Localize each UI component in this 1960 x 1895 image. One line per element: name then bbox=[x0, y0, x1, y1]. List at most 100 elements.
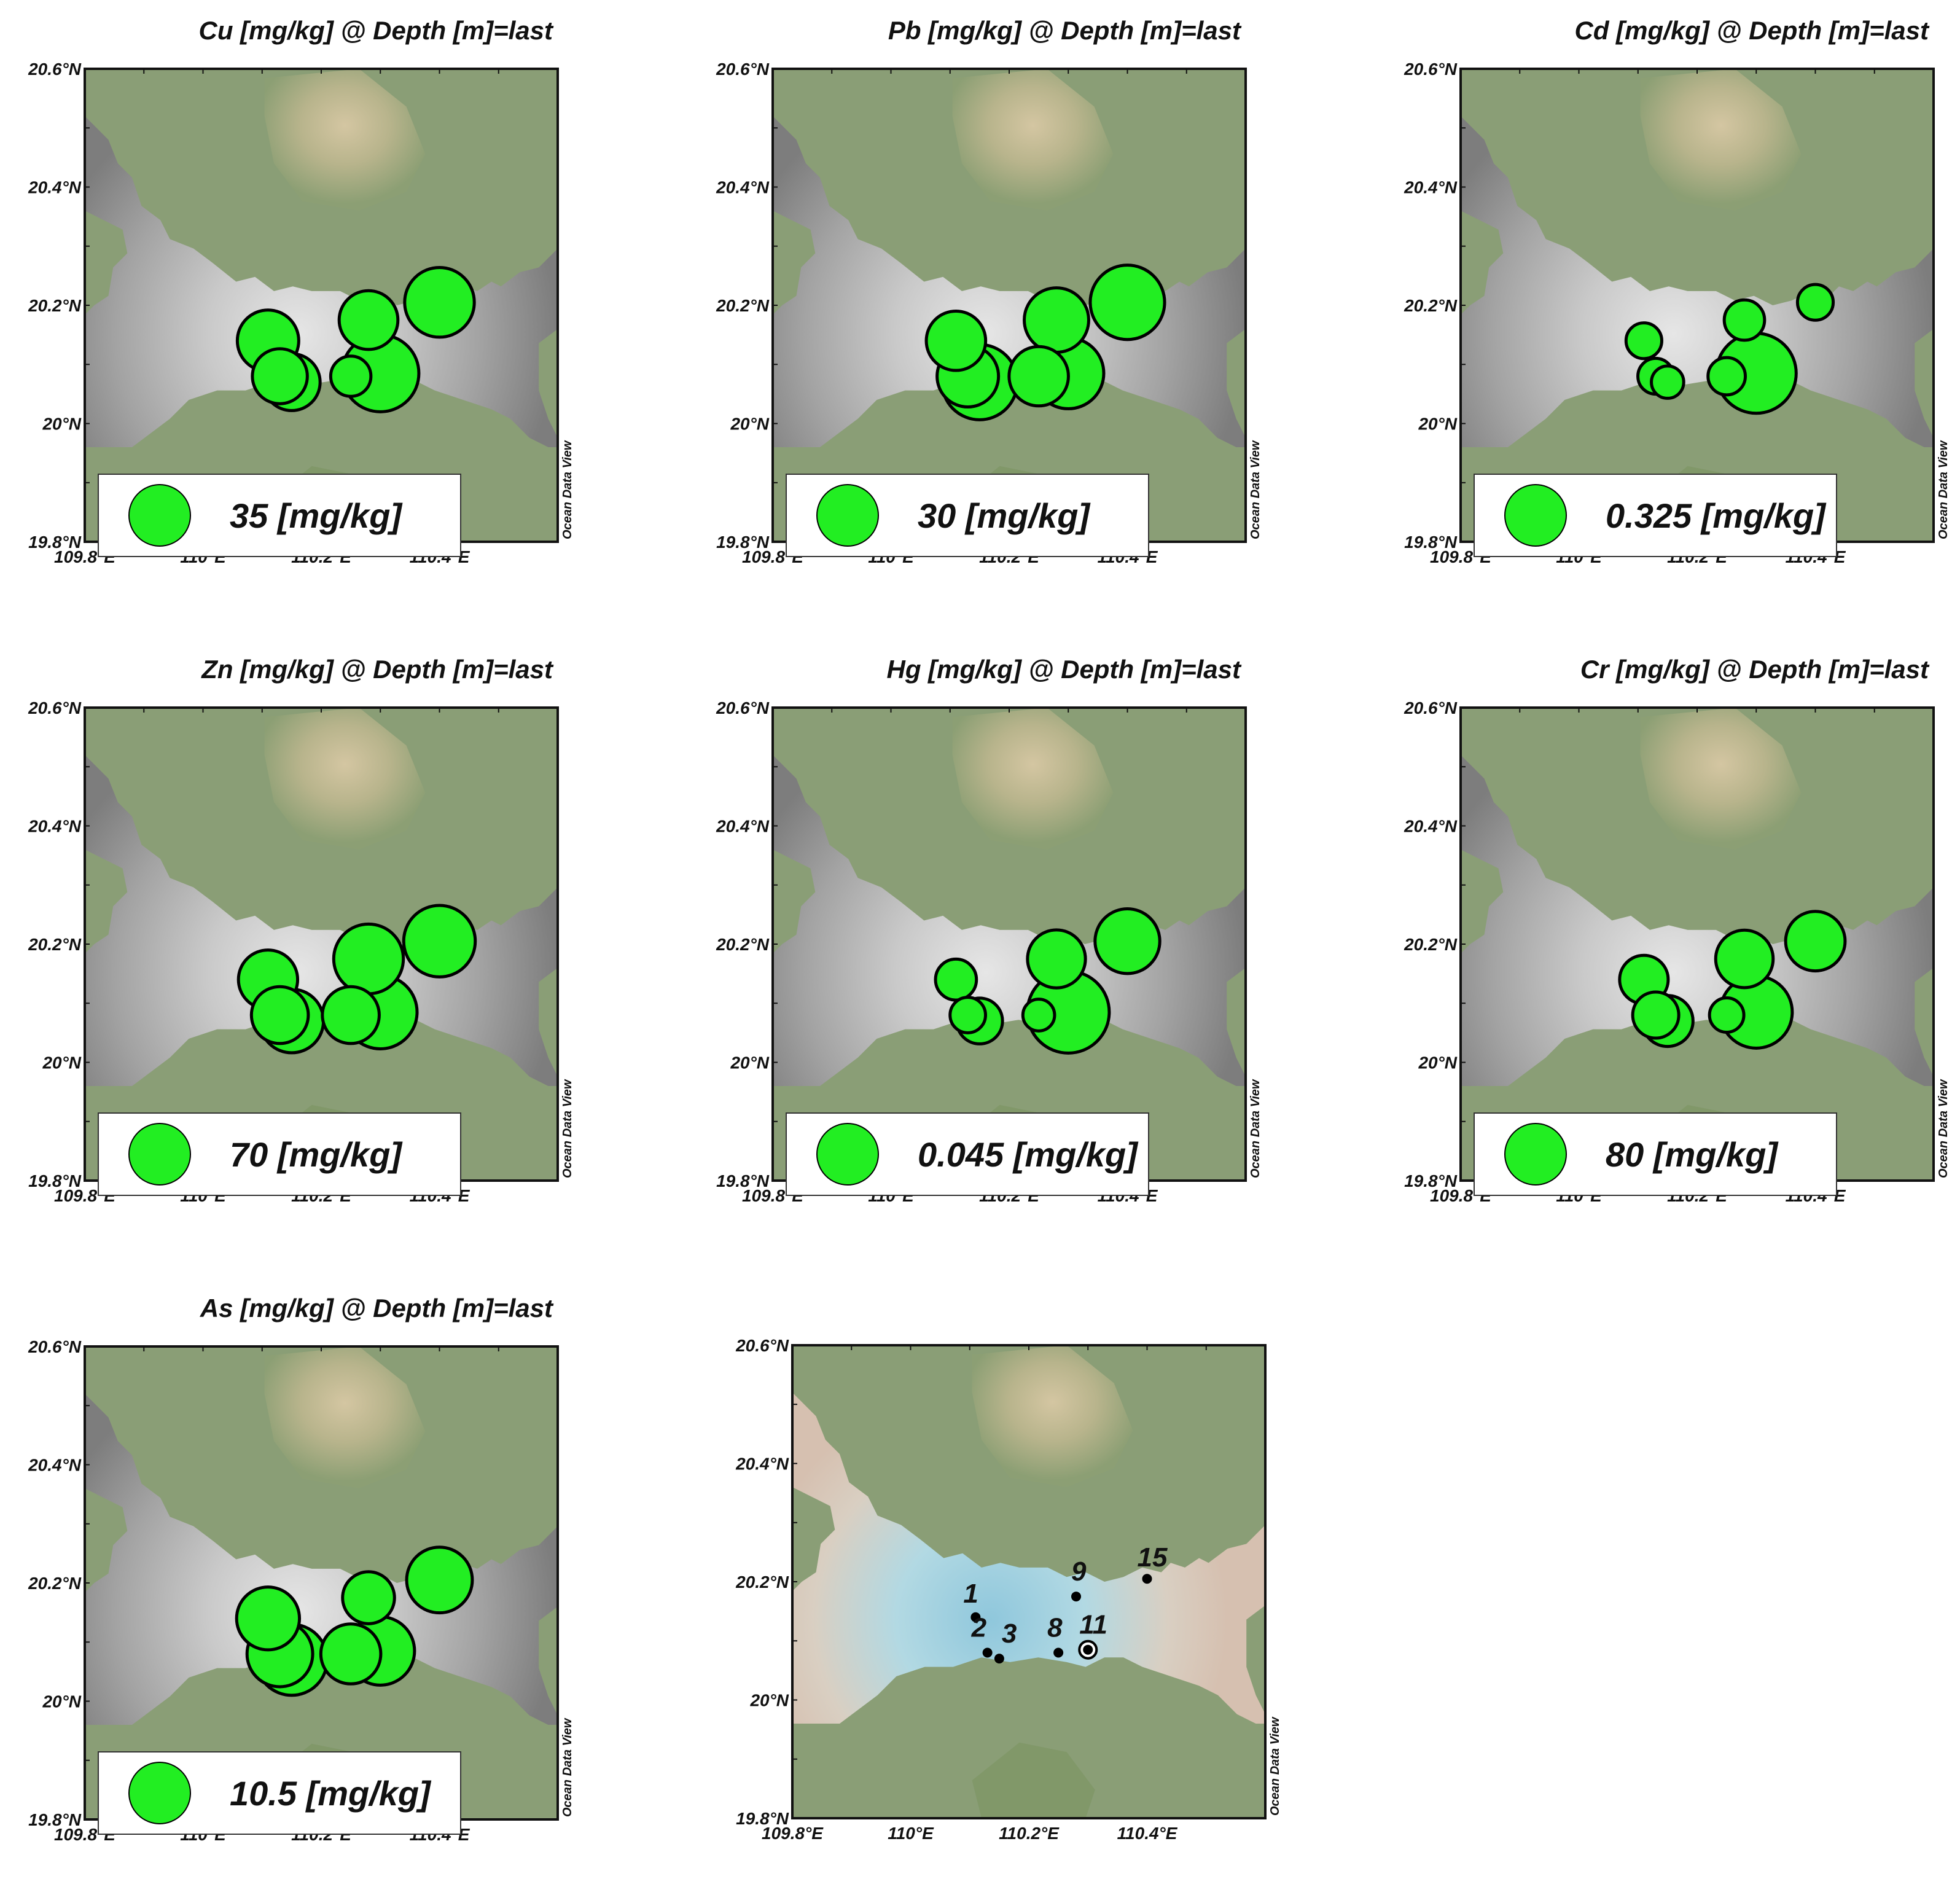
legend-bubble bbox=[1504, 484, 1567, 547]
station-label: 15 bbox=[1138, 1542, 1168, 1573]
station-bubble bbox=[1026, 928, 1087, 990]
station-label: 8 bbox=[1047, 1613, 1063, 1643]
station-bubble bbox=[402, 904, 477, 979]
panel-title: As [mg/kg] @ Depth [m]=last bbox=[200, 1294, 554, 1323]
y-tick-label: 19.8°N bbox=[736, 1809, 789, 1828]
station-bubble bbox=[235, 1585, 302, 1652]
ocean-data-view-watermark: Ocean Data View bbox=[561, 440, 574, 539]
y-tick-label: 20.4°N bbox=[716, 178, 770, 197]
y-tick-label: 20.6°N bbox=[28, 1337, 82, 1356]
ocean-data-view-watermark: Ocean Data View bbox=[561, 1717, 574, 1817]
station-bubble bbox=[1088, 264, 1166, 342]
station-bubble bbox=[337, 289, 400, 351]
station-bubble bbox=[1023, 286, 1090, 354]
station-bubble bbox=[329, 354, 373, 398]
map-panel: Cr [mg/kg] @ Depth [m]=last109.8°E110°E1… bbox=[1404, 655, 1950, 1205]
y-tick-label: 20.6°N bbox=[1404, 698, 1458, 717]
station-dot bbox=[994, 1654, 1004, 1664]
ocean-data-view-watermark: Ocean Data View bbox=[1249, 440, 1262, 539]
y-tick-label: 20.6°N bbox=[28, 60, 82, 79]
east-landmass bbox=[1915, 329, 1934, 438]
legend-box: 0.045 [mg/kg] bbox=[786, 1112, 1149, 1196]
ocean-data-view-watermark: Ocean Data View bbox=[1937, 1079, 1950, 1178]
panel-title: Hg [mg/kg] @ Depth [m]=last bbox=[887, 655, 1242, 684]
y-tick-label: 19.8°N bbox=[716, 533, 770, 552]
station-bubble bbox=[1021, 998, 1056, 1033]
legend-bubble bbox=[816, 1123, 879, 1186]
y-tick-label: 19.8°N bbox=[28, 533, 82, 552]
panel-title: Cu [mg/kg] @ Depth [m]=last bbox=[199, 16, 554, 45]
y-tick-label: 20.6°N bbox=[28, 698, 82, 717]
y-tick-label: 20°N bbox=[42, 415, 81, 434]
west-landmass bbox=[792, 1487, 835, 1591]
station-bubble bbox=[341, 1570, 396, 1625]
y-tick-label: 20°N bbox=[1418, 415, 1457, 434]
station-label: 9 bbox=[1071, 1557, 1087, 1587]
upland-area bbox=[952, 69, 1114, 211]
station-map-panel: 109.8°E 110°E 110.2°E 110.4°E 20.6°N 20.4°N 20… bbox=[735, 1336, 1282, 1843]
y-tick-label: 19.8°N bbox=[1404, 533, 1458, 552]
x-tick-label: 110.4°E bbox=[1117, 1824, 1178, 1843]
y-tick-label: 20.4°N bbox=[28, 817, 82, 836]
upland-area bbox=[264, 69, 426, 211]
legend-box: 70 [mg/kg] bbox=[98, 1112, 461, 1196]
y-tick-label: 20.4°N bbox=[716, 817, 770, 836]
map-panel: Zn [mg/kg] @ Depth [m]=last109.8°E110°E1… bbox=[28, 655, 574, 1205]
station-bubble bbox=[332, 922, 405, 996]
station-bubble bbox=[321, 985, 381, 1045]
station-bubble bbox=[1007, 345, 1070, 408]
map-panel: Hg [mg/kg] @ Depth [m]=last109.8°E110°E1… bbox=[716, 655, 1262, 1205]
y-tick-label: 20.4°N bbox=[735, 1455, 789, 1474]
east-landmass bbox=[539, 1606, 558, 1716]
y-tick-label: 20.2°N bbox=[1404, 935, 1458, 954]
panel-title: Pb [mg/kg] @ Depth [m]=last bbox=[888, 16, 1242, 45]
station-dot bbox=[1083, 1644, 1093, 1655]
legend-box: 10.5 [mg/kg] bbox=[98, 1751, 461, 1835]
x-tick-label: 109.8°E bbox=[762, 1824, 824, 1843]
east-landmass bbox=[1227, 329, 1246, 438]
y-tick-label: 20.2°N bbox=[28, 296, 82, 315]
y-tick-label: 19.8°N bbox=[716, 1171, 770, 1190]
station-dot bbox=[1053, 1647, 1064, 1658]
y-tick-label: 20.2°N bbox=[1404, 296, 1458, 315]
legend-box: 0.325 [mg/kg] bbox=[1474, 474, 1837, 557]
y-tick-label: 20.2°N bbox=[28, 1574, 82, 1593]
y-tick-label: 20.2°N bbox=[716, 296, 770, 315]
y-tick-label: 20°N bbox=[42, 1692, 81, 1711]
station-label: 11 bbox=[1079, 1610, 1107, 1640]
ocean-data-view-watermark: Ocean Data View bbox=[1249, 1079, 1262, 1178]
east-landmass bbox=[539, 329, 558, 438]
legend-bubble bbox=[128, 484, 191, 547]
west-landmass bbox=[1461, 211, 1504, 315]
ocean-data-view-watermark: Ocean Data View bbox=[1268, 1716, 1282, 1816]
legend-label: 0.325 [mg/kg] bbox=[1606, 496, 1827, 535]
east-landmass bbox=[1227, 967, 1246, 1077]
y-tick-label: 19.8°N bbox=[28, 1810, 82, 1829]
y-tick-label: 20.4°N bbox=[28, 1456, 82, 1475]
station-bubble bbox=[1650, 364, 1685, 400]
y-tick-label: 20.4°N bbox=[1404, 817, 1458, 836]
station-bubble bbox=[1714, 928, 1775, 990]
upland-area bbox=[1640, 69, 1802, 211]
legend-label: 70 [mg/kg] bbox=[230, 1135, 403, 1174]
x-tick-label: 110.2°E bbox=[999, 1824, 1060, 1843]
map-panel: Cu [mg/kg] @ Depth [m]=last109.8°E110°E1… bbox=[28, 16, 574, 566]
y-tick-label: 19.8°N bbox=[1404, 1171, 1458, 1190]
y-tick-label: 20.6°N bbox=[735, 1336, 789, 1355]
y-tick-label: 20°N bbox=[749, 1691, 789, 1710]
ocean-data-view-watermark: Ocean Data View bbox=[1937, 440, 1950, 539]
upland-area bbox=[264, 1346, 426, 1488]
east-landmass bbox=[1915, 967, 1934, 1077]
station-bubble bbox=[1708, 996, 1746, 1034]
y-tick-label: 20°N bbox=[730, 415, 769, 434]
y-tick-label: 20.2°N bbox=[28, 935, 82, 954]
y-tick-label: 20.4°N bbox=[1404, 178, 1458, 197]
station-bubble bbox=[405, 1545, 474, 1615]
legend-bubble bbox=[128, 1123, 191, 1186]
y-tick-label: 19.8°N bbox=[28, 1171, 82, 1190]
upland-area bbox=[1640, 708, 1802, 850]
station-bubble bbox=[1795, 283, 1835, 322]
legend-box: 30 [mg/kg] bbox=[786, 474, 1149, 557]
y-tick-label: 20.6°N bbox=[1404, 60, 1458, 79]
station-bubble bbox=[948, 996, 987, 1034]
